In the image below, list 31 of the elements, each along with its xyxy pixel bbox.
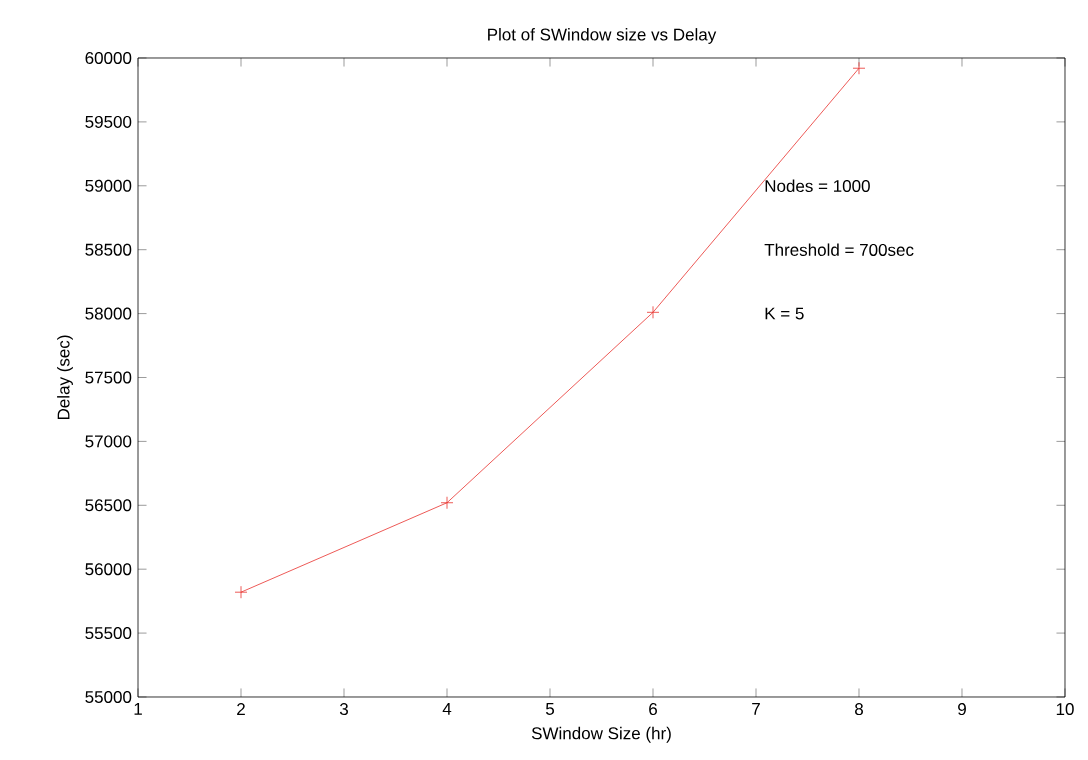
x-tick-label: 1 — [134, 703, 142, 715]
point — [852, 61, 866, 75]
y-tick-label: 56500 — [85, 499, 132, 512]
annotation: Threshold = 700sec — [764, 243, 914, 256]
y-tick-label: 55000 — [85, 690, 132, 703]
y-tick-label: 58500 — [85, 243, 132, 256]
y-tick-label: 55500 — [85, 627, 132, 640]
x-tick-label: 10 — [1056, 703, 1074, 716]
y-tick-label: 56000 — [85, 563, 132, 576]
x-tick-label: 2 — [237, 703, 245, 715]
point — [440, 496, 454, 510]
y-tick-label: 59000 — [85, 179, 132, 192]
annotation: Nodes = 1000 — [765, 179, 870, 193]
x-tick-label: 6 — [649, 703, 657, 716]
x-tick-label: 8 — [855, 703, 863, 716]
x-tick-label: 3 — [339, 703, 348, 716]
y-tick-label: 57500 — [85, 371, 132, 384]
y-tick-label: 59500 — [85, 115, 132, 128]
y-tick-label: 58000 — [85, 307, 132, 320]
x-tick-label: 7 — [752, 703, 760, 715]
x-tick-label: 4 — [442, 703, 452, 715]
y-tick-label: 60000 — [85, 51, 132, 65]
annotation: K = 5 — [765, 307, 804, 320]
x-axis-title: SWindow Size (hr) — [531, 726, 671, 743]
x-tick-label: 9 — [958, 703, 966, 716]
y-axis-title: Delay (sec) — [57, 335, 73, 420]
point — [234, 585, 248, 599]
y-tick-label: 57000 — [85, 435, 132, 448]
x-tick-label: 5 — [545, 703, 555, 715]
chart-title: Plot of SWindow size vs Delay — [488, 28, 717, 44]
point — [646, 305, 660, 319]
